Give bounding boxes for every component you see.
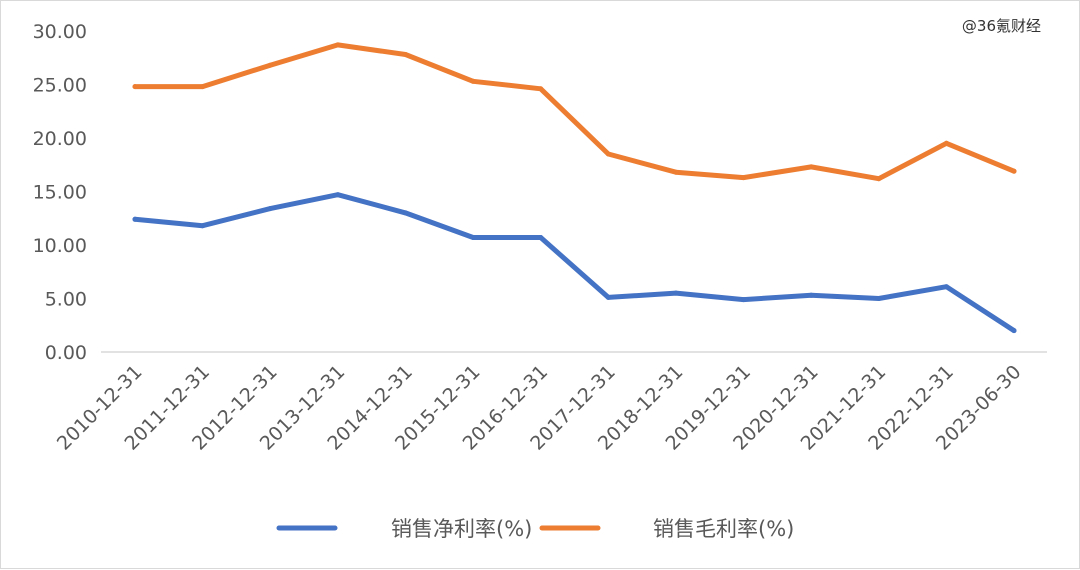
data-point — [1011, 328, 1017, 334]
y-tick-label: 20.00 — [33, 128, 87, 150]
data-point — [741, 297, 746, 303]
data-point — [470, 78, 476, 84]
data-point — [132, 216, 138, 222]
watermark-text: @36氪财经 — [962, 17, 1041, 35]
legend-label: 销售毛利率(%) — [653, 517, 794, 541]
data-point — [200, 84, 206, 90]
data-point — [403, 52, 408, 57]
data-point — [200, 223, 206, 229]
data-point — [673, 290, 679, 296]
data-point — [470, 235, 476, 240]
series-line-2 — [132, 42, 1017, 182]
data-point — [403, 210, 408, 216]
y-tick-label: 15.00 — [33, 182, 87, 204]
data-point — [267, 62, 273, 68]
data-point — [538, 86, 544, 92]
x-axis-tick-labels: 2010-12-312011-12-312012-12-312013-12-31… — [53, 361, 1026, 455]
y-tick-label: 0.00 — [45, 342, 87, 364]
data-point — [132, 84, 138, 90]
data-point — [808, 292, 814, 298]
data-point — [1011, 168, 1017, 174]
data-point — [538, 235, 544, 240]
legend: 销售净利率(%) 销售毛利率(%) — [276, 517, 794, 541]
legend-label: 销售净利率(%) — [391, 517, 532, 541]
data-point — [943, 140, 949, 146]
data-point — [943, 284, 949, 290]
y-tick-label: 25.00 — [33, 75, 87, 97]
data-point — [605, 294, 611, 300]
data-point — [335, 192, 341, 198]
data-point — [808, 164, 814, 170]
data-point — [335, 42, 341, 48]
series-line-1 — [132, 192, 1017, 334]
y-axis-tick-labels: 0.00 5.00 10.00 15.00 20.00 25.00 30.00 — [33, 21, 87, 364]
data-point — [876, 296, 882, 301]
y-tick-label: 10.00 — [33, 235, 87, 257]
data-point — [741, 175, 746, 181]
data-point — [605, 151, 611, 157]
data-point — [673, 169, 679, 175]
y-tick-label: 30.00 — [33, 21, 87, 43]
data-point — [267, 206, 273, 212]
series-lines — [132, 42, 1017, 334]
y-tick-label: 5.00 — [45, 289, 87, 311]
data-point — [876, 176, 882, 182]
